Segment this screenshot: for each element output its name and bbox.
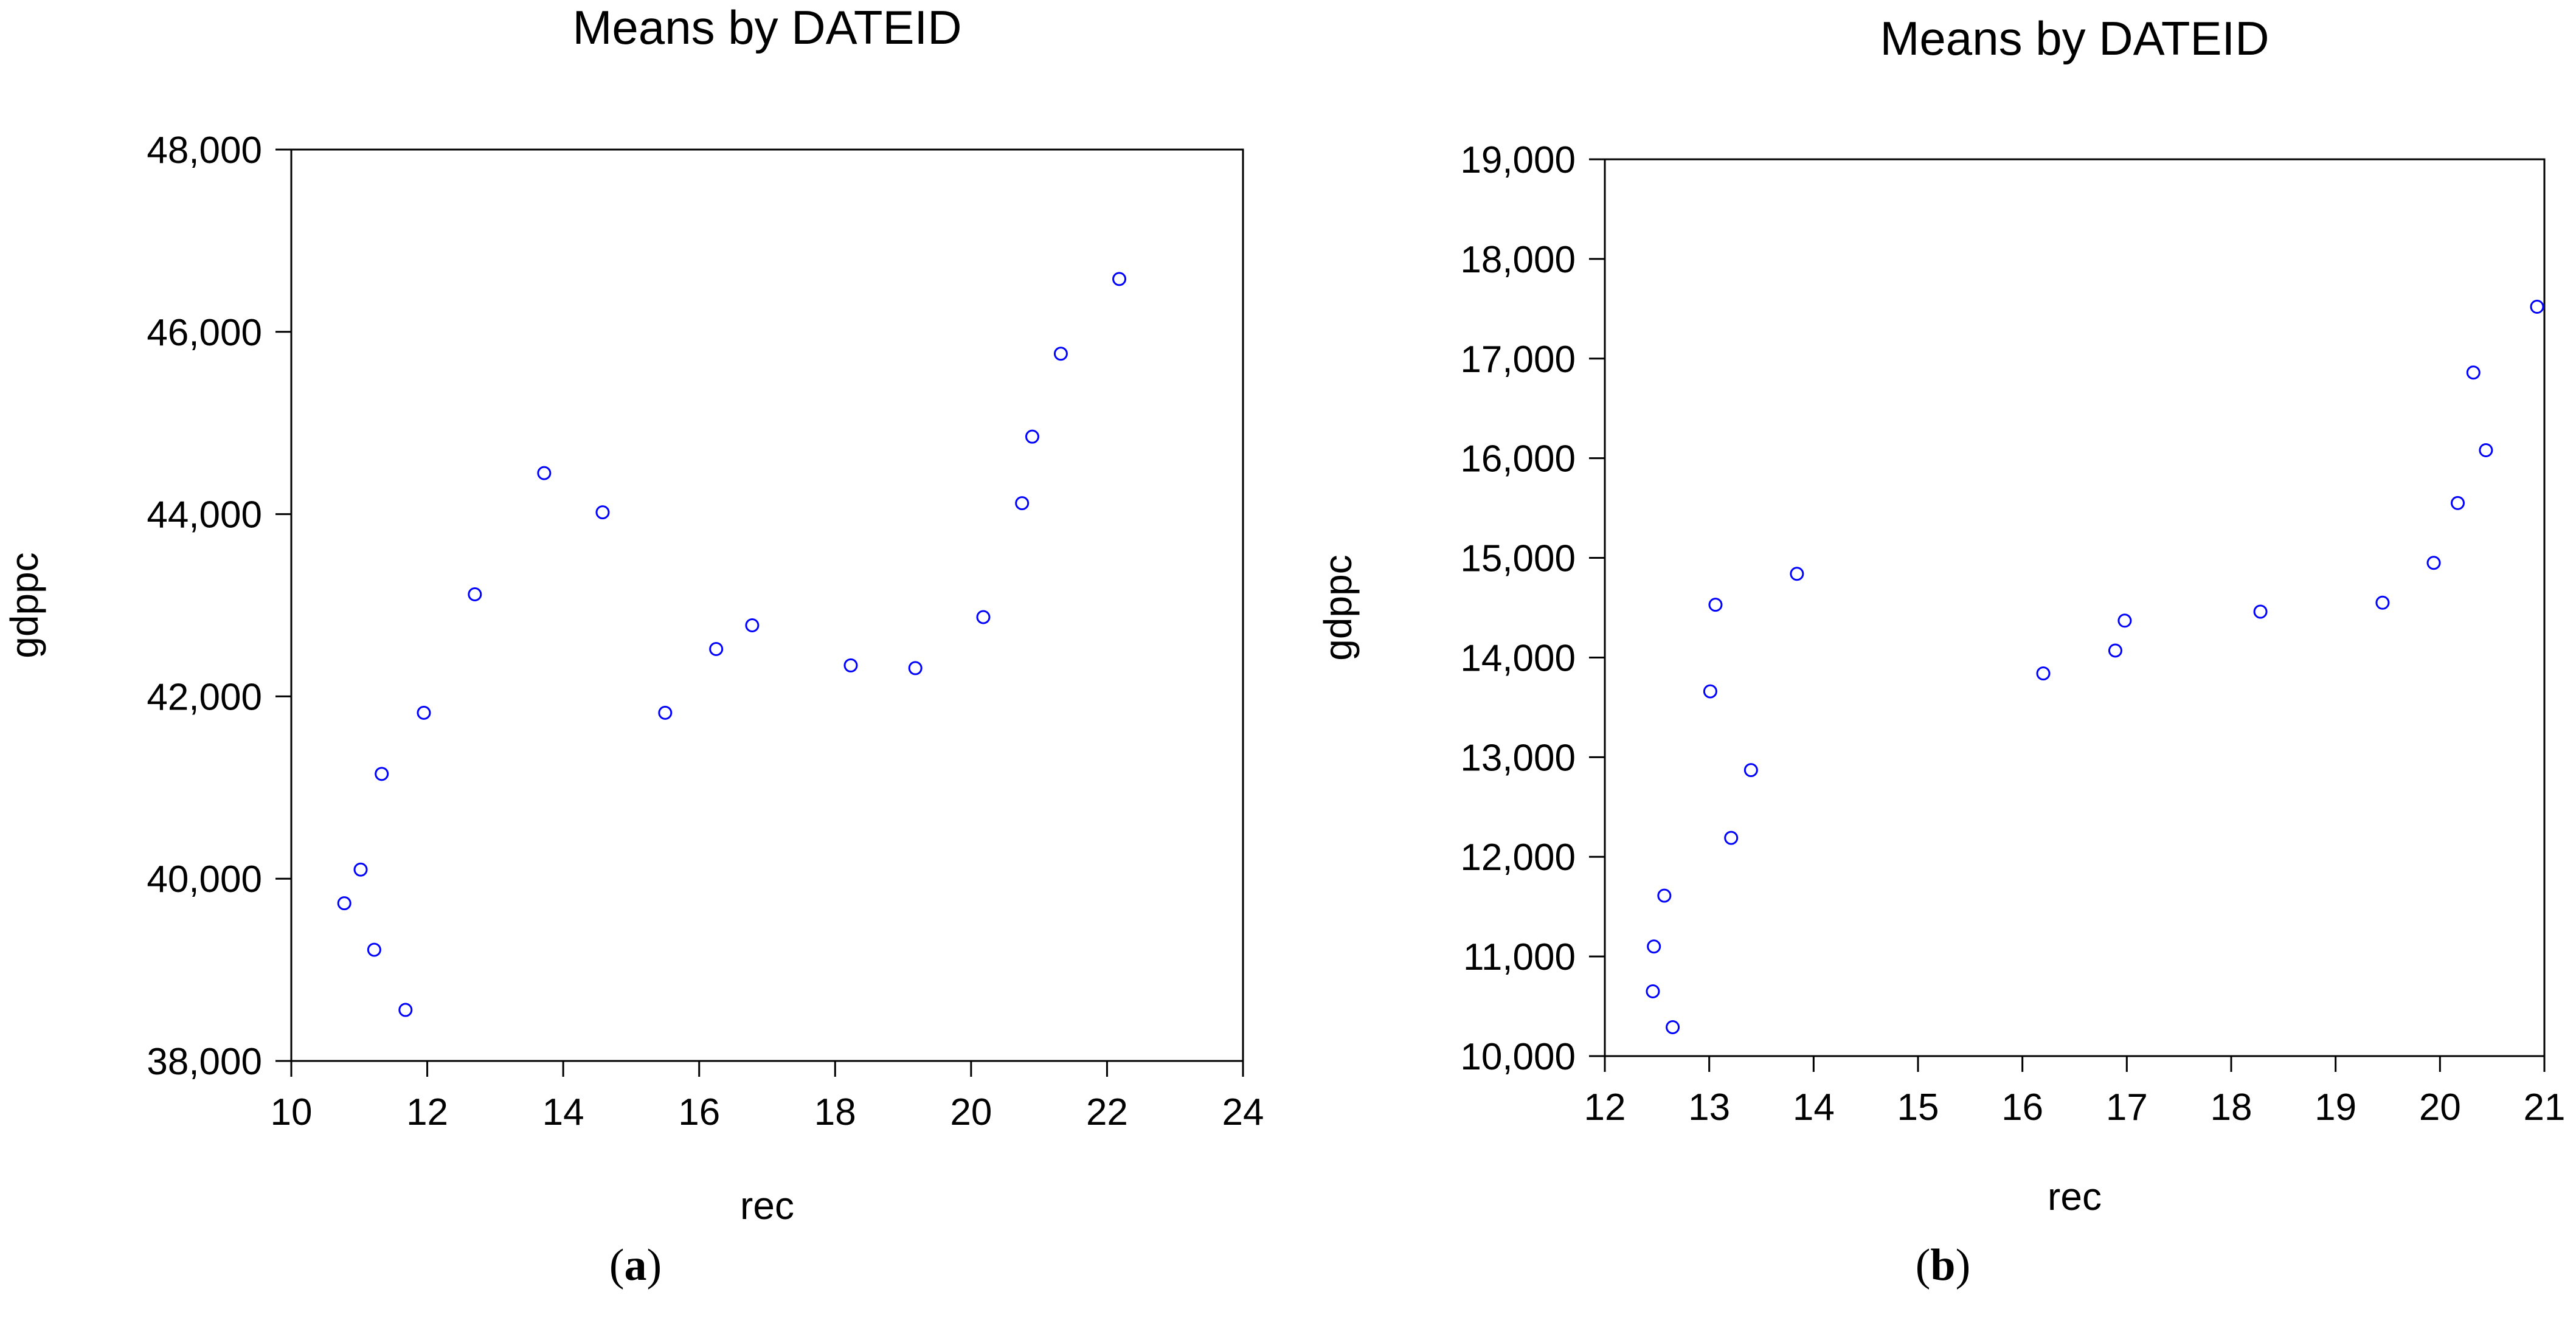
data-point	[2375, 595, 2390, 610]
data-point	[367, 942, 381, 957]
data-point	[843, 658, 858, 672]
data-point	[468, 587, 482, 602]
y-axis-label: gdppc	[1316, 554, 1360, 660]
data-point	[1025, 429, 1039, 444]
chart-title: Means by DATEID	[1880, 12, 2269, 65]
x-tick-label: 16	[678, 1091, 720, 1133]
y-tick-label: 48,000	[147, 130, 262, 171]
y-tick-label: 17,000	[1460, 339, 1576, 381]
data-point	[1743, 763, 1758, 778]
data-point	[1657, 888, 1672, 903]
data-point	[353, 862, 368, 877]
x-tick-label: 12	[406, 1091, 448, 1133]
x-axis-label: rec	[2048, 1175, 2102, 1218]
panel-letter: b	[1930, 1240, 1955, 1290]
data-point	[976, 610, 991, 624]
data-point	[337, 896, 351, 911]
x-tick-label: 17	[2106, 1086, 2148, 1128]
panel-letter: a	[625, 1240, 647, 1290]
x-axis-label: rec	[740, 1184, 794, 1228]
data-point	[1708, 598, 1723, 612]
y-tick-label: 44,000	[147, 494, 262, 536]
y-tick-label: 18,000	[1460, 239, 1576, 281]
y-tick-label: 40,000	[147, 858, 262, 900]
y-tick-label: 16,000	[1460, 438, 1576, 480]
y-tick-label: 14,000	[1460, 637, 1576, 679]
data-point	[1724, 831, 1739, 845]
y-axis-label: gdppc	[2, 552, 46, 658]
data-point	[2253, 604, 2268, 619]
panel-caption: (a)	[609, 1240, 662, 1290]
x-tick-label: 14	[1793, 1086, 1835, 1128]
panel-caption: (b)	[1916, 1240, 1970, 1290]
data-point	[398, 1003, 413, 1017]
x-tick-label: 19	[2315, 1086, 2356, 1128]
chart-a: Means by DATEID 10 12 14 16 18 20 22 24 38,000 40,…	[2, 1, 1264, 1290]
y-tick-label: 46,000	[147, 312, 262, 354]
data-point	[1647, 939, 1661, 954]
data-point	[595, 505, 610, 520]
y-tick-label: 19,000	[1460, 139, 1576, 181]
data-point	[2117, 613, 2132, 628]
data-point	[1703, 684, 1717, 699]
data-point	[375, 767, 389, 781]
x-tick-label: 24	[1222, 1091, 1264, 1133]
data-point	[2479, 443, 2493, 458]
x-tick-label: 14	[542, 1091, 584, 1133]
plot-frame	[290, 148, 1244, 1062]
x-tick-label: 18	[2211, 1086, 2252, 1128]
x-tick-label: 22	[1086, 1091, 1128, 1133]
y-tick-label: 13,000	[1460, 737, 1576, 779]
x-tick-label: 12	[1584, 1086, 1626, 1128]
data-point	[1666, 1020, 1680, 1034]
data-point	[1112, 272, 1127, 286]
x-tick-label: 20	[2419, 1086, 2461, 1128]
data-point	[2426, 556, 2441, 570]
data-point	[658, 705, 673, 720]
data-point	[908, 661, 923, 675]
data-point	[1053, 347, 1068, 361]
x-tick-label: 15	[1897, 1086, 1939, 1128]
data-point	[2530, 300, 2544, 314]
y-tick-label: 10,000	[1460, 1036, 1576, 1078]
data-point	[709, 641, 724, 656]
data-point	[2108, 643, 2122, 658]
data-point	[745, 618, 760, 632]
x-tick-label: 21	[2524, 1086, 2566, 1128]
y-tick-label: 11,000	[1463, 936, 1576, 978]
data-point	[1646, 984, 1660, 998]
y-tick-label: 42,000	[147, 676, 262, 718]
y-tick-label: 15,000	[1460, 538, 1576, 580]
chart-title: Means by DATEID	[572, 1, 961, 54]
data-point	[417, 705, 431, 720]
x-tick-label: 20	[950, 1091, 992, 1133]
chart-b: Means by DATEID 12 13 14 15 16 17 18 19 20 21 10,00…	[1316, 12, 2565, 1290]
x-tick-label: 10	[271, 1091, 313, 1133]
x-tick-label: 13	[1688, 1086, 1730, 1128]
data-point	[537, 466, 552, 480]
y-tick-label: 38,000	[147, 1041, 262, 1083]
data-point	[2036, 666, 2051, 681]
data-point	[2451, 496, 2465, 510]
y-tick-label: 12,000	[1460, 837, 1576, 879]
data-point	[2466, 365, 2481, 380]
plot-frame	[1604, 158, 2546, 1057]
x-tick-label: 18	[814, 1091, 856, 1133]
data-point	[1790, 567, 1804, 581]
x-tick-label: 16	[2001, 1086, 2043, 1128]
data-point	[1015, 496, 1030, 511]
